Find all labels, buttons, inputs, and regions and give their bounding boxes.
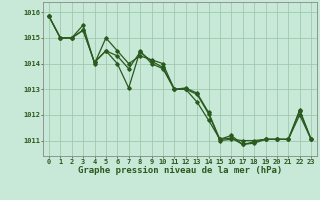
X-axis label: Graphe pression niveau de la mer (hPa): Graphe pression niveau de la mer (hPa) (78, 166, 282, 175)
